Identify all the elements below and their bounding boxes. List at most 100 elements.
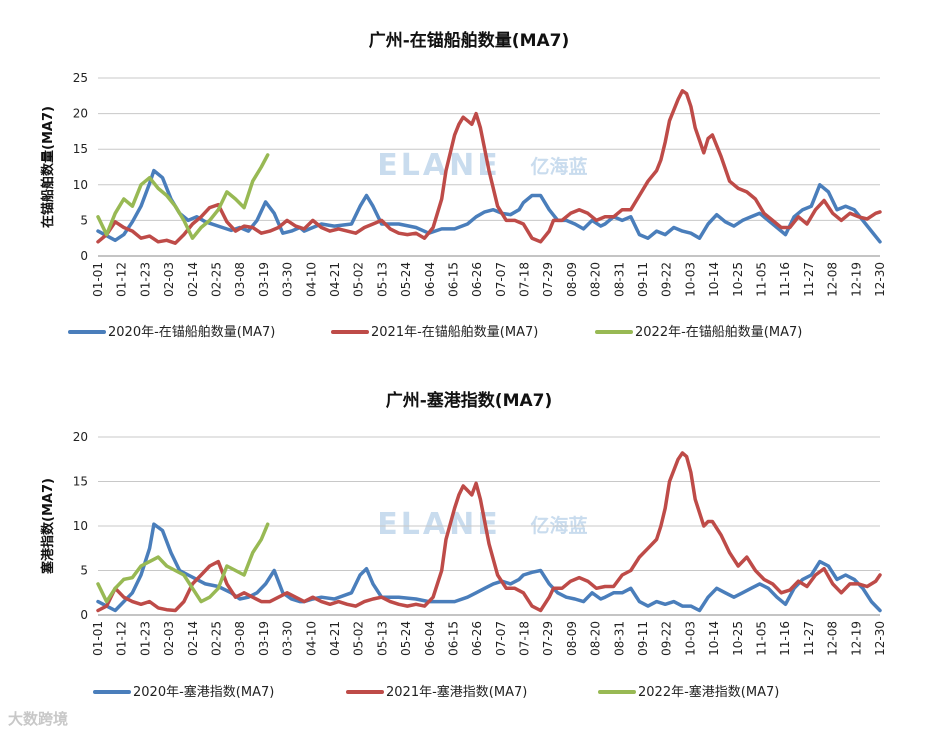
legend-label: 2021年-塞港指数(MA7) xyxy=(386,684,527,700)
legend-label: 2022年-在锚船舶数量(MA7) xyxy=(635,324,802,340)
x-tick-label: 02-25 xyxy=(209,621,223,656)
x-tick-label: 01-12 xyxy=(115,621,129,656)
x-tick-label: 07-29 xyxy=(541,262,555,297)
x-tick-label: 07-29 xyxy=(541,621,555,656)
x-tick-label: 07-18 xyxy=(518,262,532,297)
footer-watermark: 大数跨境 xyxy=(8,710,69,728)
watermark-brand: ELANE xyxy=(377,507,500,542)
x-tick-label: 08-09 xyxy=(565,621,579,656)
x-tick-label: 09-22 xyxy=(660,262,674,297)
x-tick-label: 10-03 xyxy=(683,262,697,297)
x-tick-label: 05-24 xyxy=(399,262,413,297)
x-tick-label: 11-27 xyxy=(802,262,816,297)
series-line xyxy=(96,153,270,240)
chart-title: 广州-在锚船舶数量(MA7) xyxy=(369,30,570,51)
y-tick-label: 25 xyxy=(73,71,88,85)
x-tick-label: 03-19 xyxy=(257,621,271,656)
x-tick-label: 01-12 xyxy=(115,262,129,297)
x-tick-label: 09-11 xyxy=(636,262,650,297)
y-tick-label: 10 xyxy=(73,519,88,533)
x-tick-label: 10-14 xyxy=(707,621,721,656)
anchored-ships-chart: ELANE 亿海蓝 0 5 10 15 20 25 01-01 01-12 01-23 02-03 02… xyxy=(40,30,887,340)
series-line xyxy=(96,89,882,245)
x-tick-label: 02-03 xyxy=(162,262,176,297)
x-tick-label: 02-14 xyxy=(186,621,200,656)
x-tick-label: 11-16 xyxy=(778,621,792,656)
watermark-cn: 亿海蓝 xyxy=(530,155,587,178)
x-tick-label: 08-31 xyxy=(612,262,626,297)
x-tick-label: 03-30 xyxy=(281,262,295,297)
x-tick-label: 01-23 xyxy=(138,262,152,297)
x-tick-label: 10-03 xyxy=(683,621,697,656)
x-tick-label: 03-08 xyxy=(233,262,247,297)
x-tick-label: 02-14 xyxy=(186,262,200,297)
legend-label: 2021年-在锚船舶数量(MA7) xyxy=(371,324,538,340)
x-tick-label: 10-14 xyxy=(707,262,721,297)
y-tick-label: 10 xyxy=(73,178,88,192)
legend-label: 2020年-在锚船舶数量(MA7) xyxy=(108,324,275,340)
legend-label: 2022年-塞港指数(MA7) xyxy=(638,684,779,700)
x-tick-label: 06-04 xyxy=(423,262,437,297)
x-tick-label: 12-08 xyxy=(826,621,840,656)
x-tick-label: 06-15 xyxy=(446,262,460,297)
x-tick-label: 01-23 xyxy=(138,621,152,656)
x-tick-label: 06-26 xyxy=(470,621,484,656)
x-tick-label: 05-13 xyxy=(375,621,389,656)
y-tick-label: 20 xyxy=(73,430,88,444)
x-tick-label: 10-25 xyxy=(731,262,745,297)
x-tick-label: 03-19 xyxy=(257,262,271,297)
x-tick-label: 07-18 xyxy=(518,621,532,656)
x-tick-label: 11-27 xyxy=(802,621,816,656)
x-tick-label: 04-21 xyxy=(328,621,342,656)
x-tick-label: 08-31 xyxy=(612,621,626,656)
x-tick-label: 05-13 xyxy=(375,262,389,297)
x-tick-label: 12-19 xyxy=(849,621,863,656)
x-tick-label: 05-02 xyxy=(352,262,366,297)
x-tick-label: 11-05 xyxy=(755,621,769,656)
series-line xyxy=(96,522,270,604)
x-tick-label: 07-07 xyxy=(494,621,508,656)
legend-label: 2020年-塞港指数(MA7) xyxy=(133,684,274,700)
y-tick-label: 5 xyxy=(80,564,88,578)
y-tick-label: 15 xyxy=(73,142,88,156)
x-tick-label: 03-30 xyxy=(281,621,295,656)
x-tick-label: 09-22 xyxy=(660,621,674,656)
y-tick-label: 0 xyxy=(80,249,88,263)
x-tick-label: 12-19 xyxy=(849,262,863,297)
x-tick-label: 08-09 xyxy=(565,262,579,297)
x-tick-label: 09-11 xyxy=(636,621,650,656)
x-tick-label: 07-07 xyxy=(494,262,508,297)
x-tick-label: 04-21 xyxy=(328,262,342,297)
x-tick-label: 12-30 xyxy=(873,262,887,297)
chart-title: 广州-塞港指数(MA7) xyxy=(386,390,553,411)
y-tick-label: 0 xyxy=(80,608,88,622)
x-tick-label: 08-20 xyxy=(589,621,603,656)
y-tick-label: 20 xyxy=(73,107,88,121)
x-tick-label: 06-26 xyxy=(470,262,484,297)
y-tick-label: 5 xyxy=(80,213,88,227)
x-tick-label: 11-05 xyxy=(755,262,769,297)
x-tick-label: 08-20 xyxy=(589,262,603,297)
x-tick-label: 04-10 xyxy=(304,621,318,656)
x-tick-label: 04-10 xyxy=(304,262,318,297)
y-axis-label: 在锚船舶数量(MA7) xyxy=(40,106,56,228)
x-tick-label: 02-03 xyxy=(162,621,176,656)
x-tick-label: 06-15 xyxy=(446,621,460,656)
y-tick-label: 15 xyxy=(73,475,88,489)
x-tick-label: 05-02 xyxy=(352,621,366,656)
watermark-brand: ELANE xyxy=(377,148,500,183)
series-line xyxy=(96,451,882,613)
x-tick-label: 01-01 xyxy=(91,262,105,297)
x-tick-label: 11-16 xyxy=(778,262,792,297)
x-tick-label: 12-08 xyxy=(826,262,840,297)
x-tick-label: 02-25 xyxy=(209,262,223,297)
x-tick-label: 05-24 xyxy=(399,621,413,656)
x-tick-label: 01-01 xyxy=(91,621,105,656)
x-tick-label: 06-04 xyxy=(423,621,437,656)
x-tick-label: 10-25 xyxy=(731,621,745,656)
x-tick-label: 03-08 xyxy=(233,621,247,656)
y-axis-label: 塞港指数(MA7) xyxy=(40,478,56,574)
x-tick-label: 12-30 xyxy=(873,621,887,656)
